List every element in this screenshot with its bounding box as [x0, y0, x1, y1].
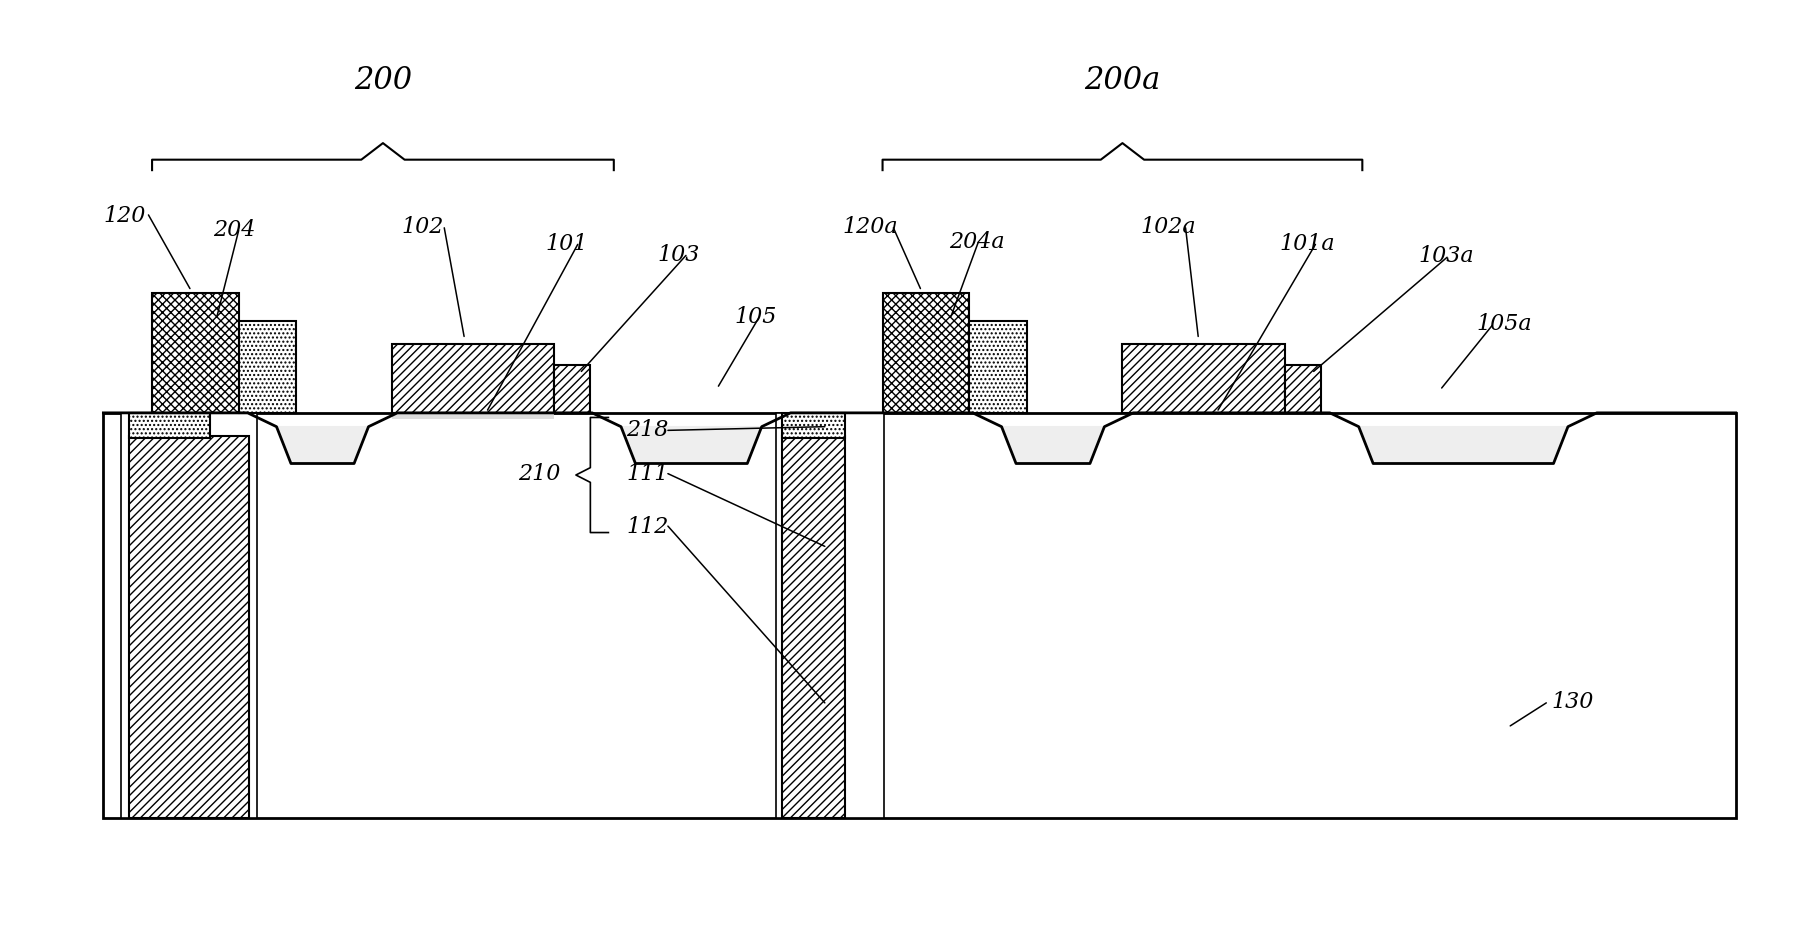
Bar: [781, 413, 844, 438]
Text: 200: 200: [353, 65, 411, 97]
Bar: [103, 413, 1736, 818]
Text: 218: 218: [627, 419, 669, 440]
Polygon shape: [277, 427, 368, 464]
Text: 120: 120: [103, 205, 145, 226]
Text: 130: 130: [1551, 690, 1595, 713]
Text: 105: 105: [734, 306, 777, 328]
Bar: [781, 436, 844, 818]
Bar: [391, 413, 554, 419]
Bar: [776, 413, 884, 818]
Bar: [152, 294, 239, 413]
Bar: [129, 413, 210, 438]
Bar: [391, 344, 554, 413]
Text: 101a: 101a: [1279, 232, 1335, 254]
Bar: [129, 436, 250, 818]
Text: 101: 101: [545, 232, 587, 254]
Text: 210: 210: [518, 462, 560, 484]
Text: 120a: 120a: [843, 215, 899, 238]
Bar: [1122, 344, 1285, 413]
Text: 102: 102: [400, 215, 444, 238]
Text: 112: 112: [627, 516, 669, 537]
Bar: [239, 321, 297, 413]
Bar: [882, 294, 969, 413]
Bar: [121, 413, 257, 818]
Text: 105a: 105a: [1477, 313, 1531, 334]
Text: 102a: 102a: [1140, 215, 1196, 238]
Bar: [1285, 365, 1321, 413]
Text: 204: 204: [214, 218, 255, 240]
Text: 103a: 103a: [1419, 244, 1473, 266]
Polygon shape: [1002, 427, 1104, 464]
Text: 111: 111: [627, 462, 669, 484]
Polygon shape: [622, 427, 761, 464]
Text: 204a: 204a: [949, 230, 1006, 252]
Text: 200a: 200a: [1084, 65, 1160, 97]
Text: 103: 103: [658, 243, 699, 265]
Bar: [969, 321, 1027, 413]
Bar: [554, 365, 591, 413]
Polygon shape: [1359, 427, 1567, 464]
